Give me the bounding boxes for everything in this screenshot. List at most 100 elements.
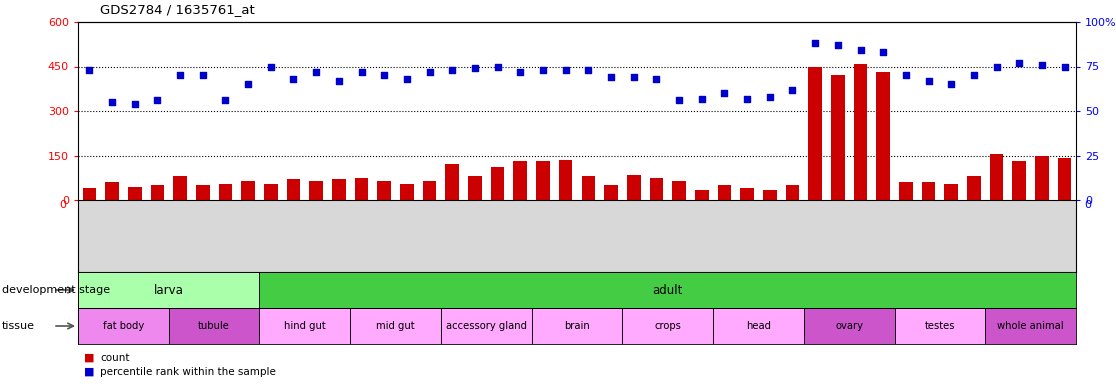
Bar bbox=[531, 308, 623, 344]
Point bbox=[489, 63, 507, 70]
Point bbox=[80, 67, 98, 73]
Bar bbox=[355, 178, 368, 200]
Bar bbox=[78, 308, 169, 344]
Bar bbox=[78, 272, 259, 308]
Text: larva: larva bbox=[154, 283, 184, 296]
Point bbox=[398, 76, 416, 82]
Bar bbox=[968, 176, 981, 200]
Bar bbox=[627, 175, 641, 200]
Text: accessory gland: accessory gland bbox=[445, 321, 527, 331]
Point bbox=[761, 94, 779, 100]
Text: fat body: fat body bbox=[103, 321, 144, 331]
Bar bbox=[377, 181, 391, 200]
Bar bbox=[740, 188, 754, 200]
Point bbox=[285, 76, 302, 82]
Point bbox=[557, 67, 575, 73]
Point bbox=[897, 72, 915, 78]
Bar bbox=[151, 185, 164, 200]
Point bbox=[988, 63, 1006, 70]
Text: tubule: tubule bbox=[199, 321, 230, 331]
Bar bbox=[400, 184, 414, 200]
Point bbox=[443, 67, 461, 73]
Point bbox=[965, 72, 983, 78]
Point bbox=[103, 99, 121, 105]
Bar bbox=[83, 188, 96, 200]
Text: percentile rank within the sample: percentile rank within the sample bbox=[100, 367, 276, 377]
Bar bbox=[604, 185, 618, 200]
Bar bbox=[895, 308, 985, 344]
Text: GDS2784 / 1635761_at: GDS2784 / 1635761_at bbox=[100, 3, 256, 16]
Point bbox=[307, 69, 325, 75]
Text: testes: testes bbox=[925, 321, 955, 331]
Point bbox=[806, 40, 824, 46]
Text: crops: crops bbox=[654, 321, 681, 331]
Point bbox=[239, 81, 257, 88]
Point bbox=[421, 69, 439, 75]
Bar bbox=[128, 187, 142, 200]
Point bbox=[1033, 62, 1051, 68]
Bar bbox=[169, 308, 259, 344]
Bar bbox=[581, 176, 595, 200]
Bar bbox=[985, 308, 1076, 344]
Point bbox=[262, 63, 280, 70]
Bar bbox=[763, 190, 777, 200]
Point bbox=[647, 76, 665, 82]
Text: mid gut: mid gut bbox=[376, 321, 415, 331]
Point bbox=[829, 42, 847, 48]
Bar bbox=[536, 161, 550, 200]
Text: count: count bbox=[100, 353, 129, 363]
Bar bbox=[173, 176, 186, 200]
Bar bbox=[219, 184, 232, 200]
Bar bbox=[1058, 159, 1071, 200]
Bar bbox=[899, 182, 913, 200]
Point bbox=[579, 67, 597, 73]
Bar bbox=[695, 190, 709, 200]
Bar bbox=[441, 308, 531, 344]
Point bbox=[670, 97, 687, 103]
Text: whole animal: whole animal bbox=[998, 321, 1064, 331]
Bar bbox=[1012, 161, 1026, 200]
Point bbox=[942, 81, 960, 88]
Point bbox=[874, 49, 892, 55]
Bar bbox=[672, 181, 686, 200]
Bar bbox=[808, 66, 822, 200]
Text: 0: 0 bbox=[1084, 200, 1091, 210]
Point bbox=[148, 97, 166, 103]
Point bbox=[783, 86, 801, 93]
Bar bbox=[804, 308, 895, 344]
Bar bbox=[259, 308, 350, 344]
Bar bbox=[650, 178, 663, 200]
Point bbox=[693, 96, 711, 102]
Point bbox=[535, 67, 552, 73]
Bar bbox=[468, 176, 482, 200]
Point bbox=[852, 47, 869, 53]
Bar bbox=[513, 161, 527, 200]
Point bbox=[1056, 63, 1074, 70]
Text: ■: ■ bbox=[84, 367, 94, 377]
Point bbox=[126, 101, 144, 107]
Text: adult: adult bbox=[653, 283, 683, 296]
Bar bbox=[350, 308, 441, 344]
Point bbox=[738, 96, 756, 102]
Bar bbox=[241, 181, 254, 200]
Bar bbox=[287, 179, 300, 200]
Point bbox=[603, 74, 620, 80]
Bar bbox=[854, 63, 867, 200]
Text: head: head bbox=[745, 321, 771, 331]
Point bbox=[715, 90, 733, 96]
Bar bbox=[559, 160, 573, 200]
Point bbox=[920, 78, 937, 84]
Point bbox=[625, 74, 643, 80]
Text: hind gut: hind gut bbox=[283, 321, 326, 331]
Bar bbox=[718, 185, 731, 200]
Text: ■: ■ bbox=[84, 353, 94, 363]
Bar bbox=[786, 185, 799, 200]
Point bbox=[466, 65, 484, 71]
Point bbox=[511, 69, 529, 75]
Bar bbox=[309, 181, 323, 200]
Point bbox=[353, 69, 371, 75]
Bar bbox=[105, 182, 118, 200]
Bar bbox=[264, 184, 278, 200]
Point bbox=[171, 72, 189, 78]
Bar bbox=[259, 272, 1076, 308]
